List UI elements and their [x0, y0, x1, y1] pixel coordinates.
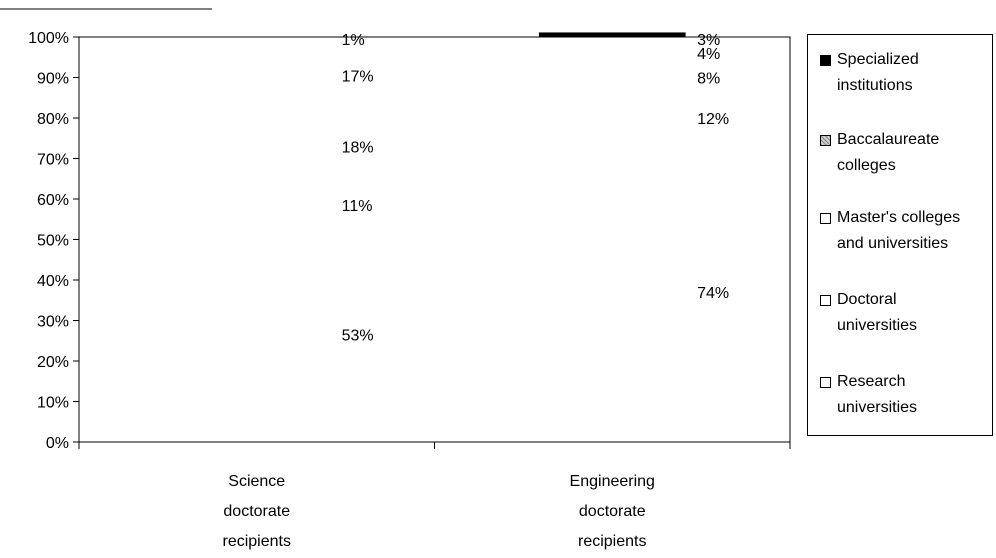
legend-label-line: colleges	[837, 157, 896, 174]
legend-item: Master's colleges and universities	[820, 205, 990, 257]
data-label: 12%	[697, 111, 729, 128]
y-tick-label: 0%	[46, 435, 69, 452]
y-tick-label: 70%	[37, 152, 69, 169]
legend-label-line: Master's colleges	[837, 209, 961, 226]
legend-item: Baccalaureate colleges	[820, 127, 990, 179]
chart-legend: Specialized institutions Baccalaureate coll…	[807, 34, 993, 436]
legend-label: Baccalaureate colleges	[837, 127, 990, 179]
plot-area	[78, 36, 791, 443]
legend-swatch	[820, 135, 831, 146]
data-label: 1%	[342, 32, 365, 49]
legend-swatch	[820, 295, 831, 306]
data-label: 3%	[697, 32, 720, 49]
legend-label-line: institutions	[837, 77, 913, 94]
legend-item: Doctoral universities	[820, 287, 990, 339]
data-label: 4%	[697, 46, 720, 63]
y-tick-label: 10%	[37, 395, 69, 412]
y-tick-label: 80%	[37, 111, 69, 128]
legend-label: Master's colleges and universities	[837, 205, 990, 257]
legend-label-line: Specialized	[837, 51, 919, 68]
legend-label-line: universities	[837, 399, 918, 416]
category-label: Science doctorate recipients	[223, 473, 291, 550]
data-label: 8%	[697, 71, 720, 88]
y-tick-label: 100%	[28, 30, 69, 47]
legend-label-line: and universities	[837, 235, 949, 252]
y-tick-label: 60%	[37, 192, 69, 209]
legend-item: Specialized institutions	[820, 47, 990, 99]
category-label: Engineering doctorate recipients	[570, 473, 655, 550]
legend-label-line: universities	[837, 317, 918, 334]
y-tick-label: 50%	[37, 233, 69, 250]
legend-swatch	[820, 213, 831, 224]
data-label: 11%	[342, 198, 373, 215]
legend-label: Doctoral universities	[837, 287, 990, 339]
legend-label-line: Doctoral	[837, 291, 897, 308]
category-label-line: Science	[228, 473, 285, 490]
category-label-line: recipients	[223, 533, 291, 550]
legend-label: Specialized institutions	[837, 47, 990, 99]
data-label: 18%	[342, 139, 374, 156]
category-label-line: Engineering	[570, 473, 655, 490]
data-label: 53%	[342, 328, 374, 345]
legend-label-line: Research	[837, 373, 906, 390]
category-label-line: recipients	[578, 533, 646, 550]
legend-label: Research universities	[837, 369, 990, 421]
legend-item: Research universities	[820, 369, 990, 421]
legend-label-line: Baccalaureate	[837, 131, 940, 148]
y-tick-label: 20%	[37, 354, 69, 371]
data-label: 17%	[342, 68, 374, 85]
category-label-line: doctorate	[223, 503, 290, 520]
legend-swatch	[820, 55, 831, 66]
data-label: 74%	[697, 285, 729, 302]
y-tick-label: 40%	[37, 273, 69, 290]
y-tick-label: 90%	[37, 71, 69, 88]
y-tick-label: 30%	[37, 314, 69, 331]
category-label-line: doctorate	[579, 503, 646, 520]
legend-swatch	[820, 377, 831, 388]
